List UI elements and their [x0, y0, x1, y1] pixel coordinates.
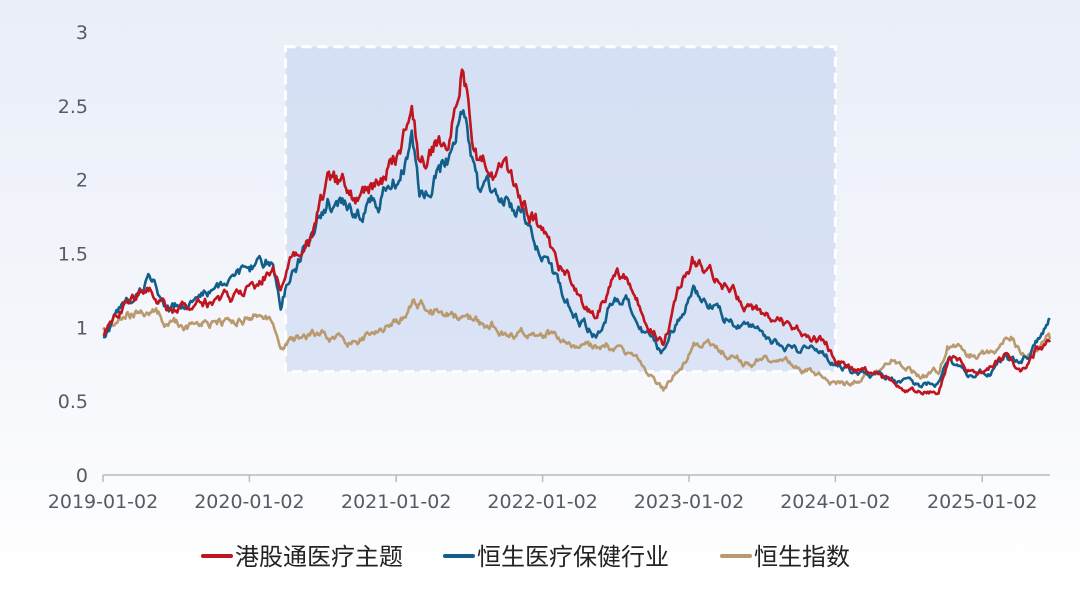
y-tick-label: 0.5 — [58, 391, 88, 413]
y-tick-label: 3 — [76, 22, 88, 44]
y-tick-label: 0 — [76, 465, 88, 487]
x-tick-label: 2020-01-02 — [194, 491, 304, 513]
x-tick-label: 2019-01-02 — [48, 491, 158, 513]
series-layer — [101, 68, 1052, 396]
x-tick-label: 2021-01-02 — [341, 491, 451, 513]
legend-label: 恒生指数 — [754, 543, 850, 571]
x-tick-label: 2025-01-02 — [927, 491, 1037, 513]
y-axis-ticks: 0 0.5 1 1.5 2 2.5 3 — [58, 22, 88, 487]
y-tick-label: 1.5 — [58, 244, 88, 266]
series-line-0 — [102, 68, 1052, 396]
highlight-region — [284, 45, 837, 374]
y-tick-label: 2 — [76, 170, 88, 192]
legend: 港股通医疗主题 恒生医疗保健行业 恒生指数 — [201, 543, 850, 571]
x-tick-label: 2022-01-02 — [487, 491, 597, 513]
y-tick-label: 1 — [76, 317, 88, 339]
x-axis-ticks: 2019-01-02 2020-01-02 2021-01-02 2022-01-02… — [48, 475, 1037, 513]
x-tick-label: 2023-01-02 — [634, 491, 744, 513]
y-tick-label: 2.5 — [58, 96, 88, 118]
series-line-2 — [101, 298, 1052, 392]
legend-label: 恒生医疗保健行业 — [477, 543, 669, 571]
x-tick-label: 2024-01-02 — [780, 491, 890, 513]
legend-label: 港股通医疗主题 — [235, 543, 403, 571]
